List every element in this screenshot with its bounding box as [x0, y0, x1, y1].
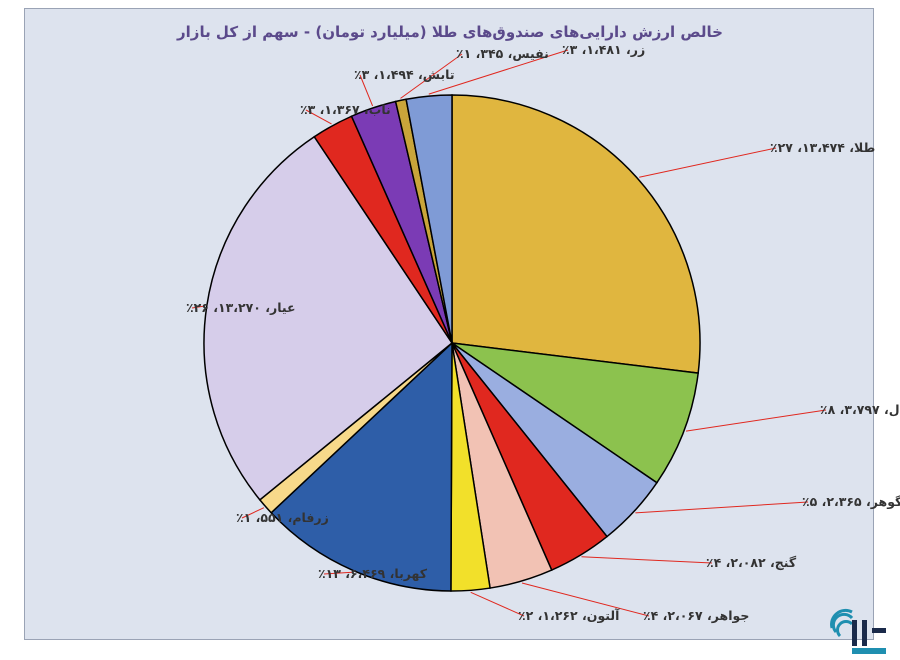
- slice-label-7: کهربا، ۶،۴۶۹، ۱۳٪: [318, 566, 428, 581]
- pie-slice-2: [451, 342, 700, 484]
- slice-label-6: آلتون، ۱،۲۶۲، ۲٪: [518, 608, 620, 623]
- pie-slices: [203, 94, 701, 592]
- leader-line-1: [639, 147, 777, 178]
- pie-slice-1: [451, 94, 701, 374]
- leader-line-10: [305, 109, 332, 125]
- pie-slice-7: [270, 341, 453, 592]
- slice-label-8: زرفام، ۵۵۱، ۱٪: [236, 510, 329, 526]
- pie-leader-lines: [191, 49, 827, 617]
- leader-line-9: [191, 305, 205, 309]
- pie-labels: طلا، ۱۳،۴۷۴، ۲۷٪ مثقال، ۳،۷۹۷، ۸٪ گوهر، ۲،…: [186, 42, 900, 623]
- leader-line-7: [323, 571, 353, 575]
- slice-label-12: نفیس، ۳۴۵، ۱٪: [456, 46, 549, 61]
- leader-line-13: [428, 49, 569, 95]
- slice-label-3: گوهر، ۲،۳۶۵، ۵٪: [802, 494, 900, 509]
- slice-label-1: طلا، ۱۳،۴۷۴، ۲۷٪: [770, 140, 875, 155]
- slice-label-9: عیار، ۱۳،۲۷۰، ۲۶٪: [186, 300, 296, 315]
- leader-line-12: [400, 53, 463, 99]
- pie-slice-9: [203, 135, 454, 501]
- leader-line-4: [581, 556, 713, 564]
- leader-line-5: [521, 582, 650, 617]
- leader-line-11: [359, 74, 374, 107]
- slice-label-4: گنج، ۲،۰۸۲، ۴٪: [706, 555, 797, 570]
- slice-label-13: زر، ۱،۴۸۱، ۳٪: [562, 42, 645, 57]
- leader-line-2: [685, 409, 827, 432]
- chart-title: خالص ارزش دارایی‌های صندوق‌های طلا (میلی…: [177, 23, 723, 41]
- slice-label-11: تابش، ۱،۴۹۴، ۳٪: [354, 67, 455, 82]
- kalakhabar-logo: [830, 608, 886, 654]
- leader-line-8: [241, 507, 265, 519]
- leader-line-6: [470, 591, 525, 617]
- slice-label-2: مثقال، ۳،۷۹۷، ۸٪: [820, 402, 900, 417]
- leader-line-3: [635, 501, 809, 514]
- slice-label-10: ناب، ۱،۳۶۷، ۳٪: [300, 102, 391, 117]
- slice-label-5: جواهر، ۲،۰۶۷، ۴٪: [643, 608, 749, 623]
- pie-slice-13: [405, 94, 453, 344]
